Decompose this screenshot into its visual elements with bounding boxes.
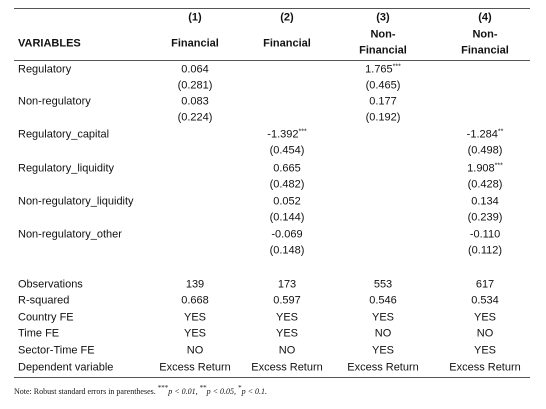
- stat-label: Observations: [18, 278, 83, 291]
- standard-error: (0.239): [467, 211, 503, 224]
- stat-label: Dependent variable: [18, 361, 114, 374]
- header-rule: [14, 60, 530, 61]
- coefficient-cell: 0.083: [181, 96, 209, 109]
- significance-stars: ***: [392, 63, 401, 71]
- stat-value: NO: [278, 344, 296, 357]
- coefficient-cell: -0.110: [470, 229, 500, 242]
- stat-value: Excess Return: [251, 361, 323, 374]
- coefficient: 1.765: [365, 63, 393, 76]
- standard-error: (0.148): [269, 244, 305, 257]
- stat-value: 0.597: [273, 294, 301, 307]
- standard-error: (0.465): [365, 79, 401, 92]
- stat-value: YES: [275, 311, 299, 324]
- coefficient: 0.177: [369, 95, 397, 108]
- stat-value: NO: [186, 344, 204, 357]
- variable-label: Non-regulatory_other: [18, 228, 122, 241]
- variable-label: Regulatory_capital: [18, 128, 110, 141]
- stat-label: Country FE: [18, 311, 74, 324]
- coefficient: 0.052: [273, 195, 301, 208]
- coefficient-cell: 1.765***: [365, 64, 401, 77]
- stat-label: R-squared: [18, 294, 70, 307]
- variable-label: Regulatory: [18, 63, 72, 76]
- note-text: Note: Robust standard errors in parenthe…: [14, 387, 156, 396]
- note-stars: *: [238, 384, 242, 392]
- coefficient: -0.069: [271, 228, 303, 241]
- stat-value: YES: [183, 311, 207, 324]
- coefficient: 0.665: [273, 162, 301, 175]
- stat-label: Time FE: [18, 327, 60, 340]
- top-rule: [14, 8, 530, 9]
- standard-error: (0.482): [269, 178, 305, 191]
- coefficient: -1.392: [267, 128, 299, 141]
- stat-value: Excess Return: [159, 361, 231, 374]
- note-threshold: p < 0.1.: [241, 387, 267, 396]
- column-number: (3): [376, 11, 390, 24]
- column-name: Financial: [461, 44, 509, 57]
- stat-value: 173: [277, 278, 297, 291]
- stat-value: YES: [371, 344, 395, 357]
- table-note: Note: Robust standard errors in parenthe…: [14, 384, 267, 397]
- stat-value: YES: [183, 327, 207, 340]
- standard-error: (0.192): [365, 111, 401, 124]
- significance-stars: **: [497, 128, 504, 136]
- variables-label: VARIABLES: [18, 37, 81, 50]
- stat-value: YES: [473, 311, 497, 324]
- coefficient-cell: 1.908***: [467, 163, 503, 176]
- stat-value: 0.534: [471, 294, 499, 307]
- stat-label: Sector-Time FE: [18, 344, 95, 357]
- coefficient-cell: 0.665: [273, 163, 301, 176]
- stat-value: YES: [275, 327, 299, 340]
- coefficient: -0.110: [469, 228, 501, 241]
- coefficient-cell: 0.052: [273, 196, 301, 209]
- variable-label: Regulatory_liquidity: [18, 162, 114, 175]
- stat-value: NO: [476, 327, 494, 340]
- coefficient-cell: -1.284**: [467, 129, 504, 142]
- stat-value: YES: [473, 344, 497, 357]
- note-threshold: p < 0.01,: [168, 387, 198, 396]
- standard-error: (0.498): [467, 144, 503, 157]
- stat-value: NO: [374, 327, 392, 340]
- column-number: (2): [280, 11, 294, 24]
- standard-error: (0.454): [269, 144, 305, 157]
- stat-value: 0.668: [181, 294, 209, 307]
- coefficient: 0.083: [181, 95, 209, 108]
- stat-value: 139: [185, 278, 205, 291]
- standard-error: (0.112): [467, 244, 503, 257]
- standard-error: (0.224): [177, 111, 213, 124]
- coefficient-cell: 0.177: [369, 96, 397, 109]
- column-name: Non-: [370, 28, 396, 41]
- column-number: (4): [478, 11, 492, 24]
- variable-label: Non-regulatory_liquidity: [18, 195, 134, 208]
- standard-error: (0.428): [467, 178, 503, 191]
- stat-value: Excess Return: [347, 361, 419, 374]
- column-name: Financial: [263, 37, 311, 50]
- standard-error: (0.144): [269, 211, 305, 224]
- coefficient: -1.284: [466, 128, 498, 141]
- column-name: Financial: [359, 44, 407, 57]
- coefficient-cell: -0.069: [271, 229, 302, 242]
- note-stars: **: [199, 384, 207, 392]
- stat-value: 553: [373, 278, 393, 291]
- column-name: Non-: [472, 28, 498, 41]
- stat-value: 0.546: [369, 294, 397, 307]
- coefficient-cell: 0.134: [471, 196, 499, 209]
- significance-stars: ***: [494, 162, 503, 170]
- note-stars: ***: [157, 384, 169, 392]
- stat-value: 617: [475, 278, 495, 291]
- coefficient: 0.134: [471, 195, 499, 208]
- significance-stars: ***: [298, 128, 307, 136]
- stat-value: Excess Return: [449, 361, 521, 374]
- coefficient: 0.064: [181, 63, 209, 76]
- coefficient-cell: 0.064: [181, 64, 209, 77]
- note-threshold: p < 0.05,: [206, 387, 237, 396]
- standard-error: (0.281): [177, 79, 213, 92]
- column-name: Financial: [171, 37, 219, 50]
- column-number: (1): [188, 11, 202, 24]
- coefficient-cell: -1.392***: [267, 129, 306, 142]
- coefficient: 1.908: [467, 162, 495, 175]
- stat-value: YES: [371, 311, 395, 324]
- bottom-rule: [14, 377, 530, 378]
- variable-label: Non-regulatory: [18, 95, 91, 108]
